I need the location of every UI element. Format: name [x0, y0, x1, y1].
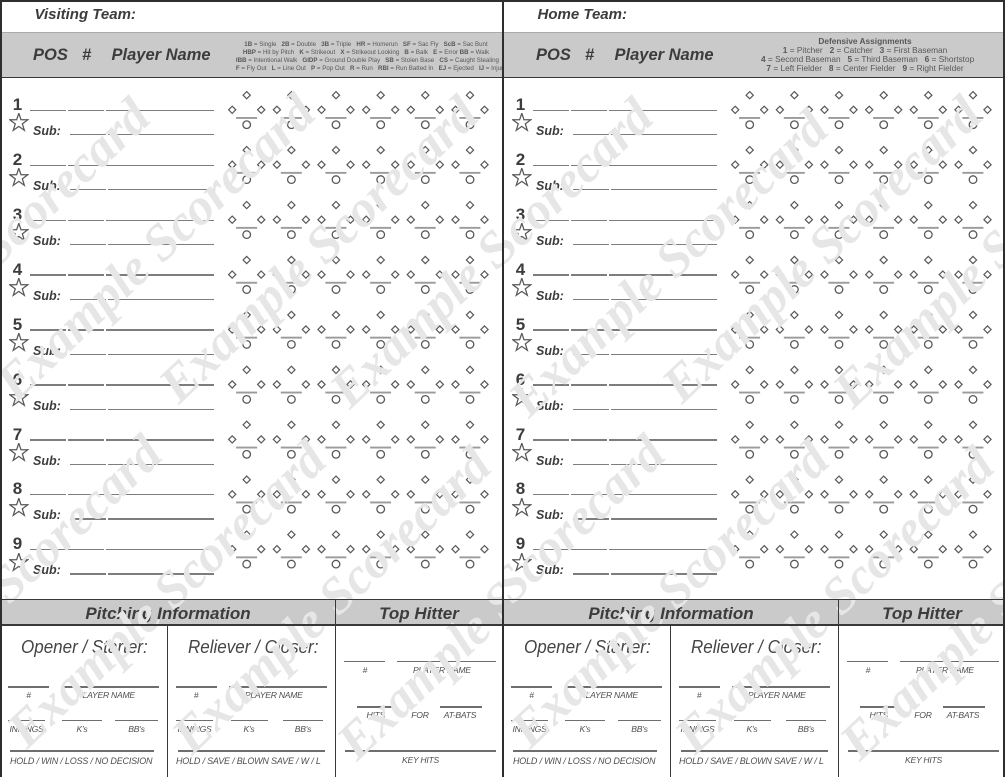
svg-text:Example Scorecard: Example Scorecard [663, 436, 1005, 765]
svg-text:Example Scorecard: Example Scorecard [160, 436, 502, 765]
svg-text:Example Scorecard: Example Scorecard [503, 430, 841, 759]
svg-text:Example Scorecard: Example Scorecard [147, 85, 490, 414]
svg-text:Example Scorecard: Example Scorecard [0, 430, 338, 759]
